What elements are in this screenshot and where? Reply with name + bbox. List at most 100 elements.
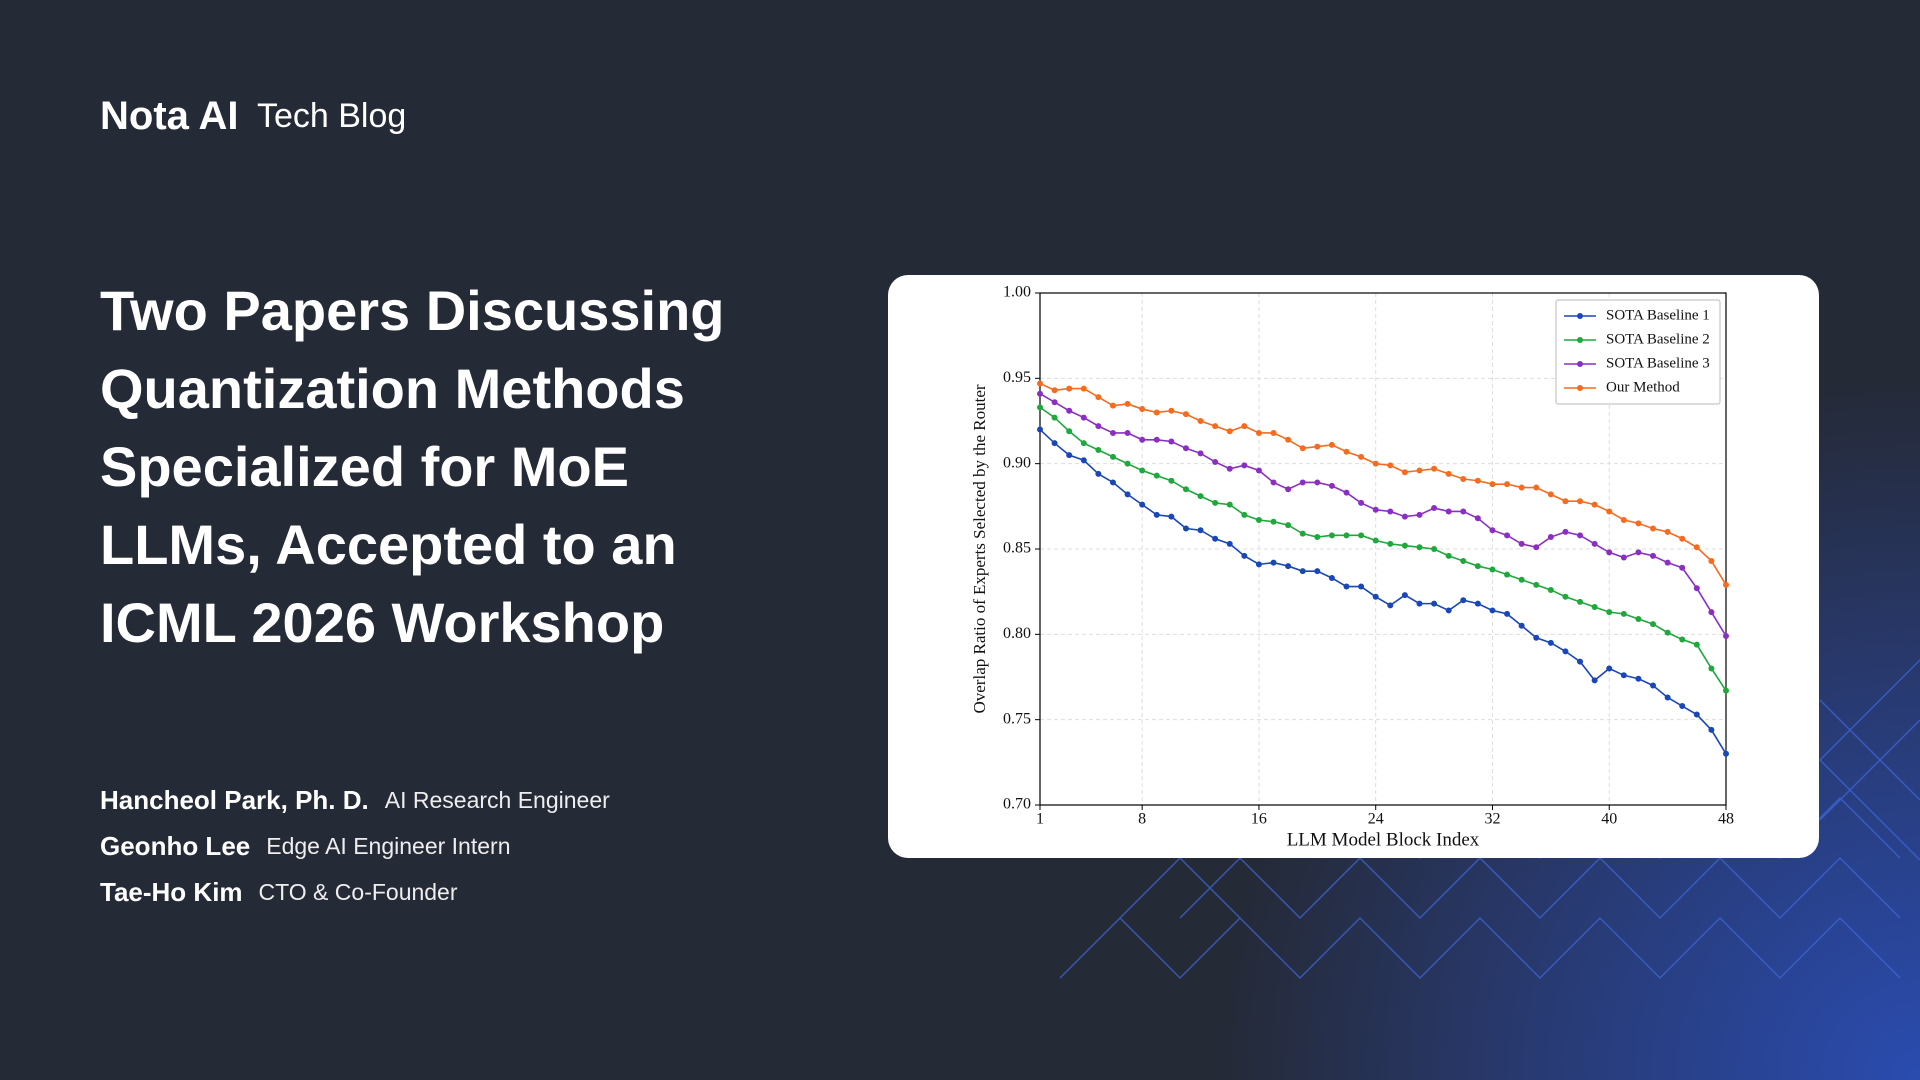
data-point xyxy=(1431,465,1438,472)
data-point xyxy=(1372,537,1379,544)
data-point xyxy=(1533,484,1540,491)
data-point xyxy=(1066,428,1073,435)
data-point xyxy=(1489,607,1496,614)
data-point xyxy=(1723,687,1729,694)
data-point xyxy=(1708,609,1715,616)
data-point xyxy=(1401,592,1408,599)
data-point xyxy=(1095,423,1102,430)
data-point xyxy=(1285,436,1292,443)
data-point xyxy=(1212,423,1219,430)
title: Two Papers Discussing Quantization Method… xyxy=(100,279,724,654)
data-point xyxy=(1037,426,1043,433)
data-point xyxy=(1153,472,1160,479)
data-point xyxy=(1708,557,1715,564)
data-point xyxy=(1168,513,1175,520)
data-point xyxy=(1182,411,1189,418)
data-point xyxy=(1650,682,1657,689)
data-point xyxy=(1679,703,1686,710)
author-role: AI Research Engineer xyxy=(385,787,610,813)
data-point xyxy=(1635,520,1642,527)
data-point xyxy=(1255,561,1262,568)
data-point xyxy=(1051,414,1058,421)
data-point xyxy=(1343,532,1350,539)
data-point xyxy=(1328,575,1335,582)
legend-marker xyxy=(1577,313,1583,319)
data-point xyxy=(1401,469,1408,476)
data-point xyxy=(1372,506,1379,513)
data-point xyxy=(1255,516,1262,523)
legend-marker xyxy=(1577,361,1583,367)
data-point xyxy=(1562,528,1569,535)
data-point xyxy=(1474,477,1481,484)
data-point xyxy=(1270,429,1277,436)
data-point xyxy=(1080,457,1087,464)
data-point xyxy=(1518,484,1525,491)
data-point xyxy=(1285,563,1292,570)
data-point xyxy=(1693,585,1700,592)
data-point xyxy=(1693,711,1700,718)
data-point xyxy=(1168,407,1175,414)
data-point xyxy=(1504,532,1511,539)
title-line: Two Papers Discussing xyxy=(100,279,724,342)
data-point xyxy=(1314,534,1321,541)
data-point xyxy=(1606,508,1613,515)
data-point xyxy=(1139,467,1146,474)
author-name: Geonho Lee xyxy=(100,831,250,861)
data-point xyxy=(1066,452,1073,459)
data-point xyxy=(1285,486,1292,493)
title-line: Specialized for MoE xyxy=(100,435,629,498)
data-point xyxy=(1066,407,1073,414)
data-point xyxy=(1124,400,1131,407)
data-point xyxy=(1212,458,1219,465)
data-point xyxy=(1489,527,1496,534)
data-point xyxy=(1474,563,1481,570)
legend-label: SOTA Baseline 1 xyxy=(1606,307,1710,323)
title-line: ICML 2026 Workshop xyxy=(100,591,664,654)
data-point xyxy=(1679,564,1686,571)
data-point xyxy=(1547,491,1554,498)
data-point xyxy=(1591,677,1598,684)
data-point xyxy=(1124,429,1131,436)
x-tick-label: 16 xyxy=(1251,811,1267,828)
title-line: LLMs, Accepted to an xyxy=(100,513,677,576)
chart: 0.70 0.75 0.80 0.85 0.90 0.95 1.00 1 8 16 24 32 40 48… xyxy=(970,284,1734,851)
data-point xyxy=(1197,450,1204,457)
data-point xyxy=(1358,532,1365,539)
data-point xyxy=(1591,501,1598,508)
data-point xyxy=(1533,544,1540,551)
data-point xyxy=(1577,598,1584,605)
data-point xyxy=(1343,448,1350,455)
data-point xyxy=(1664,629,1671,636)
data-point xyxy=(1299,479,1306,486)
legend-label: SOTA Baseline 2 xyxy=(1606,331,1710,347)
data-point xyxy=(1153,436,1160,443)
data-point xyxy=(1124,491,1131,498)
data-point xyxy=(1679,535,1686,542)
data-point xyxy=(1168,477,1175,484)
data-point xyxy=(1051,387,1058,394)
data-point xyxy=(1328,482,1335,489)
data-point xyxy=(1416,467,1423,474)
y-tick-label: 0.85 xyxy=(1003,540,1031,557)
data-point xyxy=(1533,581,1540,588)
data-point xyxy=(1358,499,1365,506)
data-point xyxy=(1650,621,1657,628)
x-tick-label: 40 xyxy=(1601,811,1617,828)
data-point xyxy=(1212,499,1219,506)
data-point xyxy=(1460,508,1467,515)
data-point xyxy=(1109,402,1116,409)
data-point xyxy=(1650,525,1657,532)
data-point xyxy=(1387,508,1394,515)
data-point xyxy=(1708,665,1715,672)
data-point xyxy=(1635,549,1642,556)
y-tick-label: 0.95 xyxy=(1003,369,1031,386)
data-point xyxy=(1635,675,1642,682)
data-point xyxy=(1051,399,1058,406)
data-point xyxy=(1723,581,1729,588)
title-line: Quantization Methods xyxy=(100,357,685,420)
data-point xyxy=(1080,440,1087,447)
data-point xyxy=(1343,583,1350,590)
data-point xyxy=(1723,633,1729,640)
legend-label: SOTA Baseline 3 xyxy=(1606,355,1710,371)
data-point xyxy=(1241,423,1248,430)
